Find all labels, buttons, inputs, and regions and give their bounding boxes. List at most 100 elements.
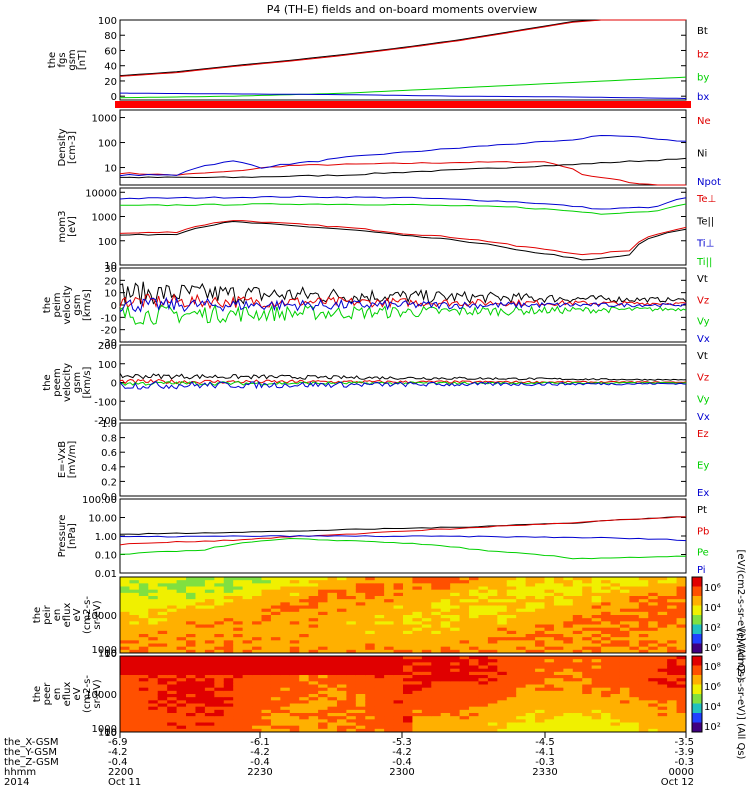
y-tick-label: 100 xyxy=(98,237,117,248)
heatmap-cell xyxy=(261,713,272,717)
heatmap-cell xyxy=(553,668,564,673)
heatmap-cell xyxy=(648,605,659,610)
heatmap-cell xyxy=(280,640,291,644)
heatmap-cell xyxy=(167,694,178,698)
heatmap-cell xyxy=(336,700,347,704)
heatmap-cell xyxy=(223,592,234,597)
heatmap-cell xyxy=(242,624,253,629)
heatmap-cell xyxy=(535,586,545,591)
heatmap-cell xyxy=(601,728,612,733)
heatmap-cell xyxy=(591,713,602,717)
heatmap-cell xyxy=(619,719,630,723)
heatmap-cell xyxy=(582,728,593,733)
heatmap-cell xyxy=(506,713,517,717)
heatmap-cell xyxy=(459,577,470,581)
heatmap-cell xyxy=(572,637,583,641)
heatmap-cell xyxy=(204,665,215,670)
heatmap-cell xyxy=(497,697,508,701)
y-tick-label: 10000 xyxy=(85,611,117,622)
heatmap-cell xyxy=(667,605,678,610)
heatmap-cell xyxy=(421,681,432,685)
heatmap-cell xyxy=(657,678,668,682)
heatmap-cell xyxy=(186,646,196,651)
heatmap-cell xyxy=(572,611,583,616)
heatmap-cell xyxy=(638,627,649,632)
heatmap-cell xyxy=(252,577,262,581)
series-Ne-line xyxy=(119,161,686,186)
heatmap-cell xyxy=(440,709,451,714)
heatmap-cell xyxy=(355,687,366,692)
heatmap-cell xyxy=(148,592,159,597)
heatmap-cell xyxy=(591,728,602,733)
heatmap-cell xyxy=(497,580,508,584)
heatmap-cell xyxy=(289,646,300,651)
heatmap-cell xyxy=(403,599,413,603)
heatmap-cell xyxy=(384,668,395,673)
heatmap-cell xyxy=(619,671,630,676)
heatmap-cell xyxy=(280,684,291,689)
heatmap-cell xyxy=(252,586,262,591)
heatmap-cell xyxy=(676,602,687,606)
heatmap-cell xyxy=(676,728,687,733)
heatmap-cell xyxy=(412,577,423,581)
heatmap-cell xyxy=(261,703,272,708)
heatmap-cell xyxy=(591,630,602,635)
heatmap-cell xyxy=(336,634,347,638)
heatmap-cell xyxy=(544,716,555,720)
heatmap-cell xyxy=(252,621,262,625)
heatmap-cell xyxy=(233,596,244,600)
heatmap-cell xyxy=(223,709,234,714)
heatmap-cell xyxy=(676,611,687,616)
heatmap-cell xyxy=(582,703,593,708)
heatmap-cell xyxy=(506,627,517,632)
heatmap-cell xyxy=(478,716,489,720)
heatmap-cell xyxy=(129,675,140,679)
heatmap-cell xyxy=(553,627,564,632)
heatmap-cell xyxy=(601,577,612,581)
heatmap-cell xyxy=(176,681,187,685)
heatmap-cell xyxy=(553,611,564,616)
heatmap-cell xyxy=(582,589,593,594)
heatmap-cell xyxy=(186,602,196,606)
heatmap-cell xyxy=(336,624,347,629)
heatmap-cell xyxy=(204,668,215,673)
heatmap-cell xyxy=(619,659,630,663)
heatmap-cell xyxy=(553,713,564,717)
heatmap-cell xyxy=(280,671,291,676)
heatmap-cell xyxy=(421,716,432,720)
heatmap-cell xyxy=(553,630,564,635)
heatmap-cell xyxy=(676,716,687,720)
heatmap-cell xyxy=(214,637,225,641)
heatmap-cell xyxy=(572,681,583,685)
heatmap-cell xyxy=(195,634,206,638)
heatmap-cell xyxy=(591,662,602,666)
heatmap-cell xyxy=(619,716,630,720)
heatmap-cell xyxy=(563,618,574,622)
heatmap-cell xyxy=(487,637,498,641)
heatmap-cell xyxy=(318,700,329,704)
heatmap-cell xyxy=(450,646,461,651)
heatmap-cell xyxy=(365,637,376,641)
heatmap-cell xyxy=(214,713,225,717)
heatmap-cell xyxy=(355,602,366,606)
heatmap-cell xyxy=(346,627,357,632)
heatmap-cell xyxy=(318,671,329,676)
heatmap-cell xyxy=(506,624,517,629)
heatmap-cell xyxy=(289,596,300,600)
heatmap-cell xyxy=(186,668,196,673)
heatmap-cell xyxy=(374,678,385,682)
heatmap-cell xyxy=(355,659,366,663)
heatmap-cell xyxy=(167,605,178,610)
heatmap-cell xyxy=(204,605,215,610)
heatmap-cell xyxy=(308,656,319,660)
heatmap-cell xyxy=(148,634,159,638)
heatmap-cell xyxy=(497,668,508,673)
heatmap-cell xyxy=(308,722,319,727)
heatmap-cell xyxy=(204,684,215,689)
heatmap-cell xyxy=(242,675,253,679)
heatmap-cell xyxy=(138,687,149,692)
heatmap-cell xyxy=(657,725,668,730)
heatmap-cell xyxy=(544,608,555,613)
heatmap-cell xyxy=(384,700,395,704)
heatmap-cell xyxy=(327,697,338,701)
